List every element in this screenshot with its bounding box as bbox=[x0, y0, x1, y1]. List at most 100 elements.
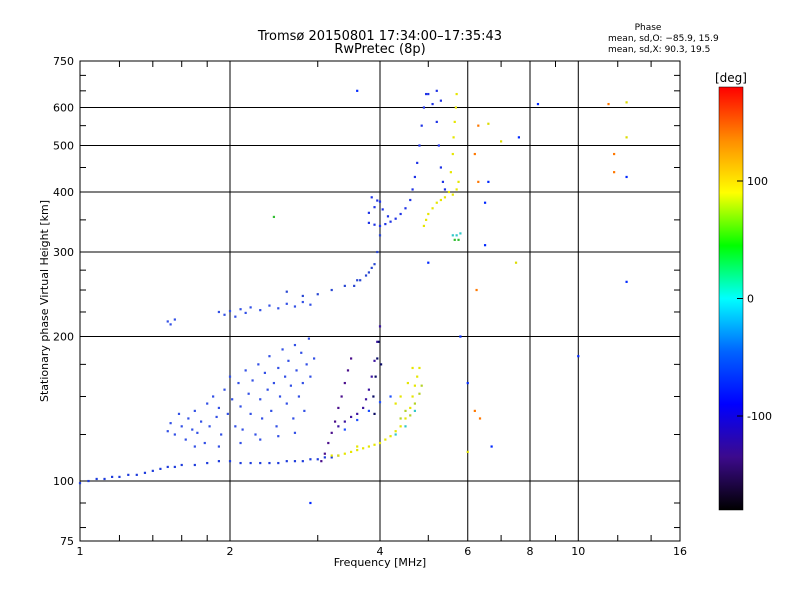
data-point bbox=[356, 448, 359, 452]
data-point bbox=[343, 381, 346, 385]
data-point bbox=[327, 441, 330, 445]
data-point bbox=[362, 447, 365, 450]
data-point bbox=[217, 460, 220, 463]
data-point bbox=[418, 366, 421, 370]
phase-o-stats: mean, sd,O: −85.9, 15.9 bbox=[608, 34, 719, 44]
data-point bbox=[259, 398, 262, 401]
data-point bbox=[399, 417, 402, 420]
data-point bbox=[376, 199, 379, 202]
data-point bbox=[425, 92, 428, 96]
data-point bbox=[193, 409, 196, 412]
data-point bbox=[272, 215, 276, 219]
data-point bbox=[268, 304, 271, 307]
data-point bbox=[244, 369, 247, 372]
data-point bbox=[367, 409, 370, 412]
data-point bbox=[234, 425, 237, 428]
data-point bbox=[278, 395, 282, 398]
data-point bbox=[625, 136, 628, 139]
data-point bbox=[206, 461, 209, 465]
data-point bbox=[451, 193, 454, 196]
data-point bbox=[151, 469, 154, 472]
data-point bbox=[78, 482, 82, 485]
data-point bbox=[337, 406, 340, 410]
data-point bbox=[411, 366, 414, 370]
data-point bbox=[143, 471, 147, 474]
data-point bbox=[237, 381, 240, 385]
data-point bbox=[297, 395, 301, 398]
data-point bbox=[577, 355, 580, 358]
data-point bbox=[374, 375, 377, 378]
data-point bbox=[455, 188, 458, 191]
data-point bbox=[373, 359, 376, 362]
data-point bbox=[259, 309, 262, 312]
data-point bbox=[384, 222, 387, 226]
data-point bbox=[343, 420, 346, 423]
data-point bbox=[270, 409, 273, 412]
data-point bbox=[285, 402, 288, 405]
data-point bbox=[487, 122, 490, 125]
data-point bbox=[257, 363, 260, 366]
data-point bbox=[330, 454, 333, 457]
x-tick-label: 6 bbox=[464, 545, 471, 558]
data-point bbox=[473, 152, 476, 156]
colorbar-ticks: -100 0 100 bbox=[737, 175, 772, 423]
data-point bbox=[277, 366, 280, 370]
data-point bbox=[268, 461, 271, 465]
data-point bbox=[316, 293, 319, 296]
x-tick-label: 4 bbox=[377, 545, 384, 558]
data-point bbox=[431, 207, 434, 210]
data-point bbox=[305, 363, 308, 366]
chart-subtitle: RwPretec (8p) bbox=[334, 42, 425, 57]
data-point bbox=[309, 458, 312, 461]
data-point bbox=[500, 140, 503, 143]
data-point bbox=[293, 431, 297, 434]
data-point bbox=[625, 175, 628, 179]
data-point bbox=[367, 388, 370, 391]
data-point bbox=[457, 238, 460, 241]
data-point bbox=[173, 318, 176, 321]
data-point bbox=[166, 320, 169, 323]
data-point bbox=[420, 384, 423, 387]
data-point bbox=[427, 92, 430, 96]
data-point bbox=[244, 311, 247, 315]
data-point bbox=[356, 279, 359, 282]
y-tick-label: 500 bbox=[53, 140, 74, 153]
data-point bbox=[275, 425, 278, 428]
data-point bbox=[200, 420, 203, 423]
data-point bbox=[340, 395, 343, 398]
data-point bbox=[206, 402, 209, 405]
data-point bbox=[293, 305, 297, 308]
data-point bbox=[466, 450, 469, 453]
data-point bbox=[439, 166, 442, 169]
data-point bbox=[416, 375, 419, 378]
data-point bbox=[359, 279, 362, 282]
data-point bbox=[173, 433, 176, 436]
data-point bbox=[413, 402, 416, 405]
data-point bbox=[376, 357, 379, 360]
data-point bbox=[373, 223, 376, 226]
data-point bbox=[239, 405, 242, 408]
data-point bbox=[613, 152, 616, 156]
y-axis-label: Stationary phase Virtual Height [km] bbox=[38, 200, 51, 402]
data-point bbox=[370, 375, 373, 378]
data-point bbox=[517, 136, 520, 139]
data-point bbox=[135, 473, 138, 476]
data-point bbox=[394, 217, 397, 220]
data-point bbox=[249, 306, 252, 309]
data-point bbox=[454, 106, 457, 109]
data-point bbox=[223, 388, 226, 391]
y-tick-label: 600 bbox=[53, 102, 74, 115]
data-point bbox=[350, 357, 353, 360]
data-point bbox=[261, 417, 264, 420]
data-point bbox=[337, 454, 340, 457]
data-point bbox=[356, 418, 359, 422]
data-point bbox=[346, 369, 350, 372]
data-point bbox=[490, 445, 493, 448]
x-minor-ticks bbox=[118, 61, 652, 541]
data-point bbox=[413, 384, 416, 387]
data-point bbox=[389, 395, 392, 398]
y-tick-label: 750 bbox=[53, 55, 74, 68]
data-point bbox=[452, 136, 455, 139]
data-point bbox=[193, 463, 196, 467]
phase-x-stats: mean, sd,X: 90.3, 19.5 bbox=[608, 45, 710, 55]
